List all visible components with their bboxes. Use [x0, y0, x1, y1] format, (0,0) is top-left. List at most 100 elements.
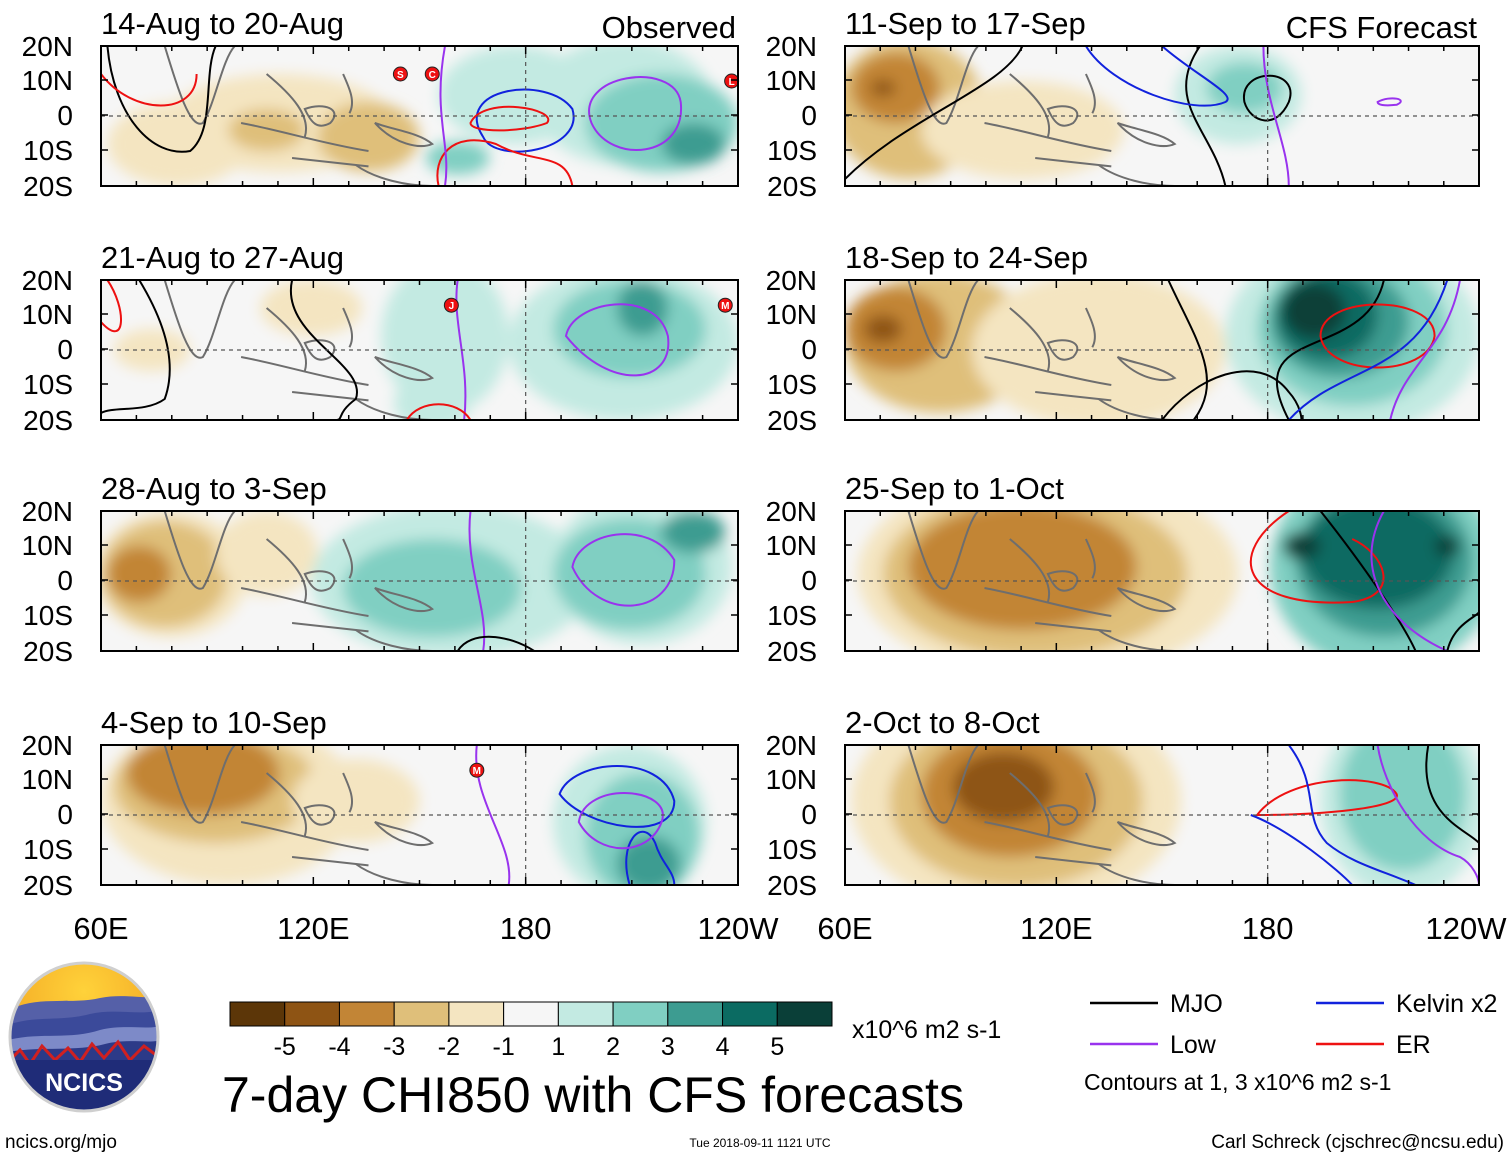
- anomaly-blob: [394, 375, 471, 420]
- footer-url[interactable]: ncics.org/mjo: [5, 1132, 117, 1153]
- reference-lines: [845, 511, 1479, 651]
- latitude-tick-label: 10N: [766, 764, 817, 795]
- reference-lines: [101, 46, 738, 186]
- coastline: [1009, 538, 1051, 603]
- legend-label: Low: [1170, 1031, 1217, 1059]
- coastline: [342, 772, 354, 813]
- panel-date-label: 2-Oct to 8-Oct: [845, 705, 1040, 740]
- coastline: [163, 280, 236, 359]
- coastline: [1046, 570, 1079, 592]
- coastline: [1116, 587, 1177, 613]
- reference-lines: [101, 745, 738, 885]
- latitude-tick-label: 10N: [766, 299, 817, 330]
- contour-lines: [845, 46, 1402, 186]
- coastline: [291, 622, 369, 633]
- storm-marker: C: [424, 66, 440, 82]
- contour-line: [289, 280, 359, 420]
- storm-marker: J: [443, 297, 459, 313]
- contour-line: [1275, 280, 1385, 420]
- coastline: [265, 307, 307, 372]
- latitude-tick-label: 20N: [766, 265, 817, 296]
- coastline: [240, 122, 369, 152]
- latitude-tick-label: 10S: [767, 369, 817, 400]
- contour-lines: [101, 46, 682, 186]
- anomaly-shading: [107, 46, 738, 186]
- coastline: [1084, 73, 1096, 114]
- panel-date-label: 14-Aug to 20-Aug: [101, 6, 344, 41]
- panel-tag: Observed: [602, 10, 736, 45]
- coastline: [342, 73, 354, 114]
- colorbar-tick-label: -3: [383, 1033, 405, 1061]
- coastline: [265, 772, 307, 837]
- coastline: [1035, 856, 1112, 867]
- contour-lines: [1249, 511, 1479, 651]
- panel-date-label: 18-Sep to 24-Sep: [845, 240, 1088, 275]
- storm-marker: S: [392, 66, 408, 82]
- contour-line: [625, 830, 676, 885]
- contour-line: [455, 280, 467, 420]
- legend-item: Kelvin x2: [1316, 990, 1497, 1018]
- anomaly-blob: [260, 280, 363, 336]
- coastline: [1035, 622, 1112, 633]
- colorbar-tick-label: -1: [493, 1033, 515, 1061]
- colorbar-swatch: [448, 1001, 505, 1027]
- latitude-tick-label: 10N: [766, 530, 817, 561]
- latitude-tick-label: 0: [57, 334, 73, 365]
- axis-ticks: [844, 45, 1480, 187]
- latitude-tick-label: 10S: [23, 600, 73, 631]
- coastline: [907, 511, 979, 590]
- storm-letter: J: [449, 301, 455, 312]
- colorbar-swatch: [393, 1001, 450, 1027]
- colorbar-swatch: [667, 1001, 724, 1027]
- anomaly-blob: [317, 102, 420, 172]
- panel-date-label: 4-Sep to 10-Sep: [101, 705, 327, 740]
- reference-lines: [845, 280, 1479, 420]
- coastline: [291, 157, 369, 168]
- coastline: [1084, 307, 1096, 348]
- anomaly-blob: [1282, 532, 1321, 560]
- reference-lines: [101, 280, 738, 420]
- coastline: [240, 356, 369, 386]
- colorbar-swatch: [229, 1001, 286, 1027]
- colorbar-swatch: [338, 1001, 395, 1027]
- coastline: [907, 46, 979, 125]
- longitude-tick-label: 180: [1242, 911, 1294, 946]
- colorbar-swatch: [557, 1001, 614, 1027]
- latitude-tick-label: 0: [801, 100, 817, 131]
- axis-ticks: [844, 744, 1480, 886]
- coastline: [163, 46, 236, 125]
- footer-author: Carl Schreck (cjschrec@ncsu.edu): [1211, 1132, 1504, 1153]
- ncics-logo[interactable]: NCICS: [8, 961, 160, 1115]
- colorbar-swatch: [612, 1001, 669, 1027]
- coastline: [303, 804, 336, 826]
- coastlines: [163, 46, 435, 186]
- storm-letter: C: [429, 70, 436, 81]
- anomaly-blob: [661, 123, 726, 165]
- latitude-tick-label: 10S: [767, 135, 817, 166]
- coastline: [342, 307, 354, 348]
- latitude-tick-label: 20S: [23, 171, 73, 202]
- colorbar-tick-label: 5: [770, 1033, 784, 1061]
- reference-lines: [101, 511, 738, 651]
- colorbar: -5 -4 -3 -2 -1 1 2 3 4 5: [229, 1001, 833, 1061]
- coastline: [291, 391, 369, 402]
- latitude-tick-label: 20S: [767, 171, 817, 202]
- latitude-tick-label: 20S: [767, 870, 817, 901]
- contour-line: [558, 765, 676, 828]
- legend-label: MJO: [1170, 990, 1223, 1018]
- contour-line: [1370, 511, 1448, 651]
- coastline: [907, 745, 979, 824]
- colorbar-tick-label: 1: [551, 1033, 565, 1061]
- legend-item: MJO: [1090, 990, 1223, 1018]
- contour-line: [1255, 779, 1398, 817]
- coastline: [265, 538, 307, 603]
- storm-letter: M: [721, 301, 729, 312]
- contour-line: [1262, 46, 1290, 186]
- contour-line: [1376, 745, 1479, 885]
- reference-lines: [845, 745, 1479, 885]
- coastline: [1116, 356, 1177, 382]
- latitude-tick-label: 20N: [22, 496, 73, 527]
